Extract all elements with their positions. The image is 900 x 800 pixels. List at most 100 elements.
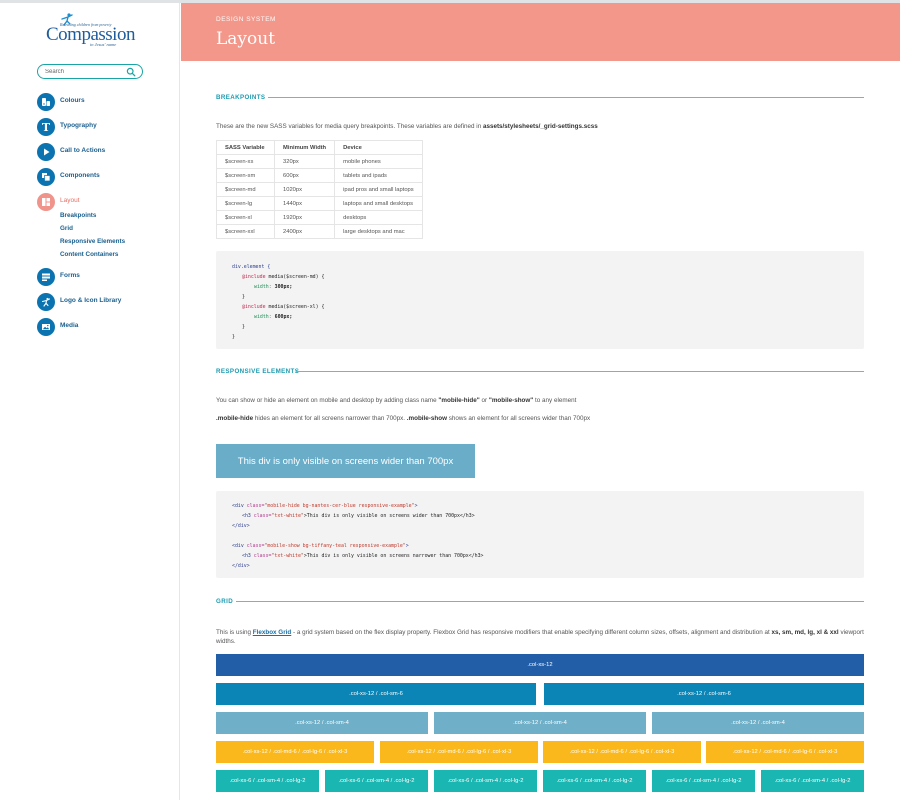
table-row: $screen-sm 600px tablets and ipads <box>216 168 423 183</box>
text: shows an element for all screens wider t… <box>448 415 591 422</box>
table-cell: 1020px <box>273 182 336 197</box>
responsive-paragraph-2: .mobile-hide hides an element for all sc… <box>216 415 590 422</box>
responsive-paragraph-1: You can show or hide an element on mobil… <box>216 397 576 404</box>
logo-tagline: Releasing children from poverty <box>60 22 112 27</box>
table-row: $screen-xl 1920px desktops <box>216 210 423 225</box>
grid-cell: .col-xs-6 / .col-sm-4 / .col-lg-2 <box>652 770 755 792</box>
breakpoints-intro: These are the new SASS variables for med… <box>216 123 598 130</box>
subnav-content-containers[interactable]: Content Containers <box>60 251 119 258</box>
code-token: class= <box>253 553 272 559</box>
breakpoint-list: xs, sm, md, lg, xl & <box>771 629 829 636</box>
table-cell: $screen-xs <box>216 154 275 169</box>
form-icon <box>37 268 55 286</box>
section-title-responsive-elements: RESPONSIVE ELEMENTS <box>216 368 300 375</box>
subnav-responsive-elements[interactable]: Responsive Elements <box>60 238 126 245</box>
grid-cell: .col-xs-6 / .col-sm-4 / .col-lg-2 <box>761 770 864 792</box>
code-token: width: <box>254 314 272 320</box>
subnav-grid[interactable]: Grid <box>60 225 73 232</box>
sidebar-item-call-to-actions[interactable]: Call to Actions <box>37 143 177 161</box>
intro-text: These are the new SASS variables for med… <box>216 123 482 130</box>
responsive-example-box: This div is only visible on screens wide… <box>216 444 475 478</box>
sidebar-item-components[interactable]: Components <box>37 168 177 186</box>
code-line: </div> <box>232 563 250 569</box>
text: - a grid system based on the flex displa… <box>293 629 770 636</box>
text: or <box>481 397 488 404</box>
table-cell: laptops and small desktops <box>334 196 423 211</box>
code-token: media($screen-md) { <box>268 274 325 280</box>
grid-cell: .col-xs-12 / .col-md-6 / .col-lg-6 / .co… <box>216 741 374 763</box>
window-top-border <box>0 0 900 3</box>
code-token: <div <box>232 543 244 549</box>
table-row: $screen-md 1020px ipad pros and small lapt… <box>216 182 423 197</box>
sidebar-item-label: Call to Actions <box>60 147 106 154</box>
typography-icon: T <box>37 118 55 136</box>
code-token: > <box>405 543 409 549</box>
table-cell: mobile phones <box>334 154 423 169</box>
compassion-logo[interactable]: Releasing children from poverty Compassi… <box>46 13 138 51</box>
logo-wordmark: Compassion <box>46 24 135 45</box>
code-token: class= <box>253 513 272 519</box>
sidebar-item-label: Components <box>60 172 100 179</box>
column-header: Device <box>334 140 423 155</box>
class-name: .mobile-hide <box>216 415 254 422</box>
grid-cell: .col-xs-6 / .col-sm-4 / .col-lg-2 <box>434 770 537 792</box>
grid-cell: .col-xs-12 / .col-md-6 / .col-lg-6 / .co… <box>380 741 538 763</box>
grid-cell: .col-xs-6 / .col-sm-4 / .col-lg-2 <box>543 770 646 792</box>
grid-cell: .col-xs-12 / .col-md-6 / .col-lg-6 / .co… <box>543 741 701 763</box>
subnav-breakpoints[interactable]: Breakpoints <box>60 212 97 219</box>
breakpoints-table: SASS Variable Minimum Width Device $scre… <box>216 140 423 239</box>
palette-icon <box>37 93 55 111</box>
image-icon <box>37 318 55 336</box>
page-title: Layout <box>216 29 276 49</box>
sidebar-item-typography[interactable]: T Typography <box>37 118 177 136</box>
grid-cell: .col-xs-12 / .col-sm-4 <box>434 712 646 734</box>
sidebar: Releasing children from poverty Compassi… <box>0 3 180 800</box>
play-icon <box>37 143 55 161</box>
grid-cell: .col-xs-12 / .col-sm-6 <box>216 683 536 705</box>
code-token: "txt-white" <box>271 513 304 519</box>
table-cell: 320px <box>273 154 336 169</box>
grid-cell: .col-xs-6 / .col-sm-4 / .col-lg-2 <box>325 770 428 792</box>
code-token: class= <box>246 543 265 549</box>
settings-file-path: assets/stylesheets/_grid-settings.scss <box>482 123 598 130</box>
grid-cell: .col-xs-6 / .col-sm-4 / .col-lg-2 <box>216 770 319 792</box>
flexbox-grid-link[interactable]: Flexbox Grid <box>252 629 292 636</box>
code-block-media-query[interactable]: div.element { @include media($screen-md)… <box>216 251 864 349</box>
sidebar-item-colours[interactable]: Colours <box>37 93 177 111</box>
logo-figure-icon <box>37 293 55 311</box>
grid-cell: .col-xs-12 / .col-sm-4 <box>216 712 428 734</box>
code-token: "mobile-hide bg-nantes-cer-blue responsi… <box>264 503 415 509</box>
code-line: width: 300px; <box>254 284 292 290</box>
code-token: "mobile-show bg-tiffany-teal responsive-… <box>264 543 406 549</box>
text: hides an element for all screens narrowe… <box>254 415 406 422</box>
search-icon[interactable] <box>126 67 136 77</box>
table-cell: 1440px <box>273 196 336 211</box>
sidebar-item-label: Layout <box>60 197 80 204</box>
code-line: width: 600px; <box>254 314 292 320</box>
components-icon <box>37 168 55 186</box>
sidebar-item-logo-icon-library[interactable]: Logo & Icon Library <box>37 293 177 311</box>
table-cell: $screen-xxl <box>216 224 275 239</box>
code-line: } <box>242 324 245 330</box>
code-token: 300px; <box>274 284 293 290</box>
layout-icon <box>37 193 55 211</box>
grid-paragraph: This is using Flexbox Grid - a grid syst… <box>216 628 864 646</box>
header-eyebrow: DESIGN SYSTEM <box>216 16 276 23</box>
search-input[interactable] <box>45 67 125 77</box>
text: viewport widths. <box>216 629 864 645</box>
section-title-grid: GRID <box>216 598 234 605</box>
sidebar-item-forms[interactable]: Forms <box>37 268 177 286</box>
code-token: <div <box>232 503 244 509</box>
sidebar-item-layout[interactable]: Layout <box>37 193 177 211</box>
sidebar-item-media[interactable]: Media <box>37 318 177 336</box>
sidebar-item-label: Colours <box>60 97 85 104</box>
table-row: $screen-xxl 2400px large desktops and mac <box>216 224 423 239</box>
section-divider <box>296 371 864 372</box>
code-block-responsive-html[interactable]: <div class= "mobile-hide bg-nantes-cer-bl… <box>216 491 864 578</box>
table-row: $screen-xs 320px mobile phones <box>216 154 423 169</box>
code-token: >This div is only visible on screens wid… <box>303 513 475 519</box>
table-header-row: SASS Variable Minimum Width Device <box>216 140 423 155</box>
search-box <box>37 64 143 79</box>
code-token: "txt-white" <box>271 553 304 559</box>
code-line: @include media($screen-md) { <box>242 274 324 280</box>
